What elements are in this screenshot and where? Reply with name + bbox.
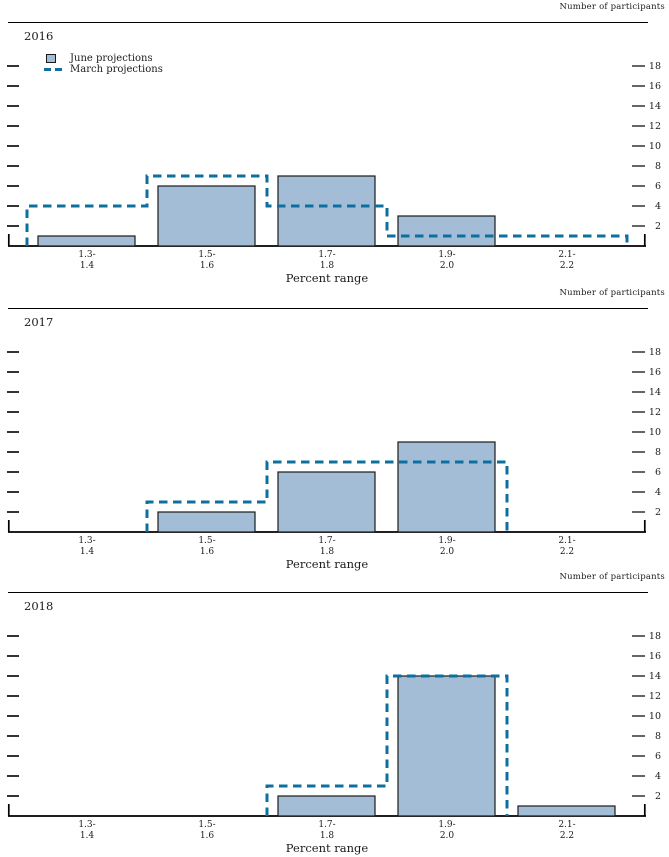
x-tick-labels-2017: 1.3- 1.4 1.5- 1.6 1.7- 1.8 1.9- 2.0 2.1- 2.2 [0,536,669,558]
year-label-2018: 2018 [24,599,54,613]
y-tick-label-18: 18 [648,347,661,358]
june-bar-bin1 [157,511,256,533]
june-bar-bin3 [397,675,496,817]
panel-2018: Number of participants 2018 1.3- 1.4 1.5- 1… [0,570,669,857]
x-tick-label-bin1: 1.5- 1.6 [198,250,216,271]
x-tick-label-bin0: 1.3- 1.4 [78,250,96,271]
june-bar-bin0 [37,235,136,247]
y-tick-label-18: 18 [648,61,661,72]
march-dash-swatch-icon [44,68,62,71]
legend-march-icon-cell [44,68,70,71]
x-tick-label-bin0: 1.3- 1.4 [78,536,96,557]
y-tick-label-2: 2 [654,507,661,518]
y-axis-title: Number of participants [559,288,665,298]
june-bar-bin2 [277,795,376,817]
y-tick-label-16: 16 [648,367,661,378]
y-axis-title: Number of participants [559,2,665,12]
y-tick-label-14: 14 [648,101,661,112]
y-tick-label-6: 6 [654,467,661,478]
y-tick-label-12: 12 [648,691,661,702]
x-tick-label-bin2: 1.7- 1.8 [318,820,336,841]
x-axis-label-2016: Percent range [285,271,369,285]
x-tick-label-bin4: 2.1- 2.2 [558,820,576,841]
june-bar-bin1 [157,185,256,247]
x-tick-label-bin0: 1.3- 1.4 [78,820,96,841]
y-tick-label-4: 4 [654,487,661,498]
june-bar-bin3 [397,215,496,247]
panel-top-border [8,592,648,593]
june-bar-swatch-icon [46,54,56,63]
y-tick-label-2: 2 [654,791,661,802]
x-tick-label-bin4: 2.1- 2.2 [558,536,576,557]
y-tick-label-4: 4 [654,201,661,212]
panel-top-border [8,308,648,309]
x-tick-label-bin2: 1.7- 1.8 [318,250,336,271]
x-tick-labels-2018: 1.3- 1.4 1.5- 1.6 1.7- 1.8 1.9- 2.0 2.1- 2.2 [0,820,669,842]
y-tick-label-8: 8 [654,731,661,742]
march-projection-line [25,174,629,246]
year-label-2017: 2017 [24,315,54,329]
y-tick-label-8: 8 [654,447,661,458]
y-tick-label-14: 14 [648,671,661,682]
y-tick-label-4: 4 [654,771,661,782]
june-bar-bin2 [277,175,376,247]
legend: June projections March projections [44,53,163,75]
y-axis-title: Number of participants [559,572,665,582]
x-tick-label-bin3: 1.9- 2.0 [438,250,456,271]
march-projection-line [145,460,509,532]
y-tick-label-16: 16 [648,651,661,662]
june-bar-bin4 [517,805,616,817]
y-tick-label-12: 12 [648,407,661,418]
legend-march-row: March projections [44,64,163,75]
x-tick-label-bin2: 1.7- 1.8 [318,536,336,557]
y-tick-label-16: 16 [648,81,661,92]
histogram-plot-2018 [7,635,646,817]
histogram-plot-2016 [7,65,646,247]
legend-june-label: June projections [70,53,153,64]
y-tick-label-10: 10 [648,427,661,438]
x-tick-labels-2016: 1.3- 1.4 1.5- 1.6 1.7- 1.8 1.9- 2.0 2.1- 2.2 [0,250,669,272]
x-tick-label-bin1: 1.5- 1.6 [198,820,216,841]
y-tick-label-14: 14 [648,387,661,398]
x-tick-label-bin3: 1.9- 2.0 [438,536,456,557]
panel-top-border [8,22,648,23]
y-tick-label-6: 6 [654,181,661,192]
year-label-2016: 2016 [24,29,54,43]
y-tick-label-10: 10 [648,141,661,152]
june-bar-bin2 [277,471,376,533]
x-tick-label-bin3: 1.9- 2.0 [438,820,456,841]
x-axis-label-2017: Percent range [285,557,369,571]
x-tick-label-bin1: 1.5- 1.6 [198,536,216,557]
panel-2016: Number of participants 2016 June project… [0,0,669,286]
june-bar-bin3 [397,441,496,533]
legend-june-icon-cell [44,54,70,63]
y-tick-label-18: 18 [648,631,661,642]
y-tick-label-6: 6 [654,751,661,762]
y-tick-label-2: 2 [654,221,661,232]
y-tick-label-8: 8 [654,161,661,172]
legend-june-row: June projections [44,53,163,64]
histogram-plot-2017 [7,351,646,533]
panel-2017: Number of participants 2017 1.3- 1.4 1.5- 1… [0,286,669,571]
y-tick-label-12: 12 [648,121,661,132]
x-axis-label-2018: Percent range [285,841,369,855]
x-tick-label-bin4: 2.1- 2.2 [558,250,576,271]
legend-march-label: March projections [70,64,163,75]
y-tick-label-10: 10 [648,711,661,722]
